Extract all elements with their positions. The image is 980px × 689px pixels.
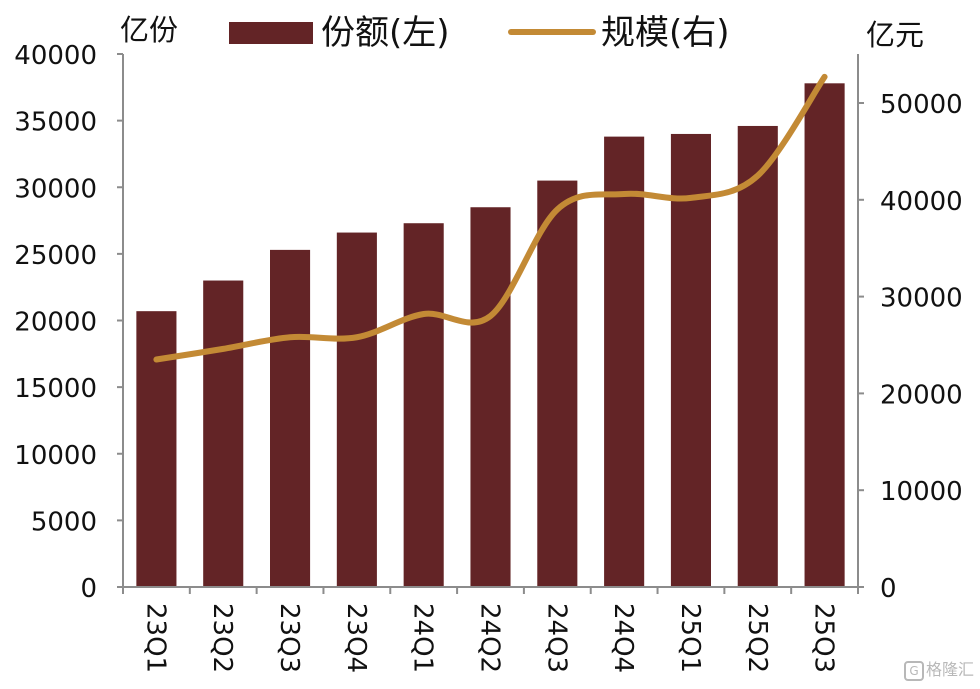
- bar-24Q3: [537, 180, 578, 587]
- right-tick-label-50000: 50000: [880, 90, 963, 120]
- x-tick-label-23Q2: 23Q2: [207, 603, 237, 673]
- x-tick-label-24Q2: 24Q2: [475, 603, 505, 673]
- x-tick-label-23Q4: 23Q4: [341, 603, 371, 673]
- bar-24Q1: [403, 223, 444, 588]
- left-tick-label-35000: 35000: [14, 108, 97, 138]
- bar-25Q1: [670, 133, 711, 587]
- left-tick-label-25000: 25000: [14, 241, 97, 271]
- bar-23Q4: [336, 232, 377, 587]
- bar-24Q4: [604, 136, 645, 588]
- x-tick-label-23Q3: 23Q3: [274, 603, 304, 673]
- legend-label-bar: 份额(左): [321, 13, 450, 53]
- right-tick-label-10000: 10000: [880, 477, 963, 507]
- right-axis-unit: 亿元: [866, 18, 924, 52]
- bar-23Q2: [203, 280, 244, 587]
- x-tick-label-25Q2: 25Q2: [742, 603, 772, 673]
- bar-25Q3: [804, 83, 845, 587]
- legend-swatch-bar: [229, 22, 313, 44]
- right-tick-label-40000: 40000: [880, 187, 963, 217]
- x-tick-label-25Q1: 25Q1: [675, 603, 705, 673]
- x-tick-label-25Q3: 25Q3: [809, 603, 839, 673]
- x-tick-label-24Q3: 24Q3: [541, 603, 571, 673]
- right-tick-label-30000: 30000: [880, 284, 963, 314]
- legend-label-line: 规模(右): [601, 13, 730, 53]
- line-规模(右): [153, 73, 828, 363]
- x-tick-label-24Q4: 24Q4: [608, 603, 638, 673]
- left-tick-label-40000: 40000: [14, 41, 97, 71]
- left-tick-label-20000: 20000: [14, 308, 97, 338]
- right-tick-label-20000: 20000: [880, 380, 963, 410]
- watermark-text: 格隆汇: [925, 660, 974, 679]
- bar-24Q2: [470, 207, 511, 588]
- left-tick-label-30000: 30000: [14, 174, 97, 204]
- bar-23Q3: [270, 249, 311, 587]
- left-tick-label-10000: 10000: [14, 441, 97, 471]
- x-tick-label-24Q1: 24Q1: [408, 603, 438, 673]
- left-tick-label-15000: 15000: [14, 374, 97, 404]
- watermark: G 格隆汇: [903, 656, 974, 681]
- left-axis-unit: 亿份: [120, 13, 178, 47]
- x-tick-label-23Q1: 23Q1: [140, 603, 170, 673]
- gezhi-logo-icon: G: [903, 661, 924, 681]
- left-tick-label-5000: 5000: [31, 507, 97, 537]
- bar-25Q2: [737, 125, 778, 587]
- right-tick-label-0: 0: [880, 574, 897, 604]
- left-tick-label-0: 0: [80, 574, 97, 604]
- bar-23Q1: [136, 311, 177, 587]
